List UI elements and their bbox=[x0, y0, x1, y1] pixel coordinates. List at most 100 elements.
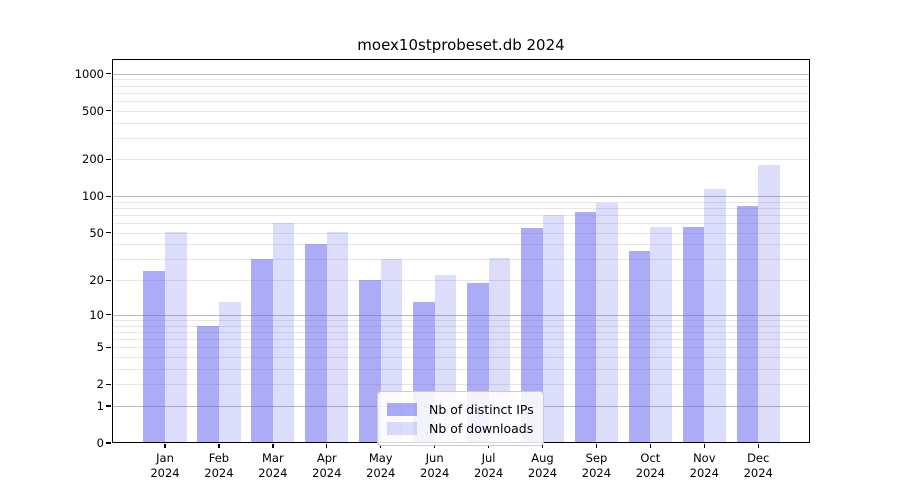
x-tick-nov bbox=[703, 444, 705, 448]
bar-nb-of-distinct-ips-apr bbox=[305, 244, 327, 443]
bar-nb-of-distinct-ips-may bbox=[359, 280, 381, 443]
bar-nb-of-downloads-dec bbox=[758, 164, 780, 443]
gridline-minor-9 bbox=[112, 319, 810, 321]
y-tick-5 bbox=[106, 346, 111, 348]
gridline-minor-3 bbox=[112, 368, 810, 370]
x-tick-may bbox=[380, 444, 382, 448]
legend: Nb of distinct IPs Nb of downloads bbox=[377, 391, 544, 446]
y-label-10: 10 bbox=[89, 307, 104, 322]
x-tick-oct bbox=[649, 444, 652, 448]
gridline-minor-20 bbox=[112, 280, 810, 282]
y-label-20: 20 bbox=[89, 273, 104, 288]
x-tick-mar bbox=[272, 444, 274, 448]
y-label-1: 1 bbox=[96, 398, 104, 413]
gridline-minor-800 bbox=[112, 85, 810, 87]
y-label-0: 0 bbox=[96, 436, 104, 450]
y-tick-200 bbox=[106, 158, 111, 161]
bar-nb-of-downloads-sep bbox=[596, 203, 619, 443]
y-label-50: 50 bbox=[89, 225, 104, 240]
x-tick-jan bbox=[164, 444, 166, 448]
y-tick-500 bbox=[106, 109, 111, 112]
y-tick-20 bbox=[106, 279, 111, 281]
y-tick-2 bbox=[106, 383, 111, 385]
y-tick-100 bbox=[106, 195, 111, 197]
gridline-minor-30 bbox=[112, 259, 810, 261]
y-label-200: 200 bbox=[82, 152, 104, 167]
gridline-minor-200 bbox=[112, 159, 810, 161]
bar-nb-of-downloads-oct bbox=[650, 226, 672, 443]
gridline-minor-90 bbox=[112, 201, 810, 203]
x-label-dec: Dec 2024 bbox=[743, 451, 773, 480]
bar-nb-of-distinct-ips-sep bbox=[574, 212, 597, 443]
gridline-minor-7 bbox=[112, 331, 810, 333]
x-label-feb: Feb 2024 bbox=[204, 451, 234, 480]
legend-swatch-downloads bbox=[387, 421, 417, 435]
bar-nb-of-downloads-nov bbox=[704, 188, 726, 443]
y-tick-1000 bbox=[106, 72, 111, 75]
gridline-minor-40 bbox=[112, 244, 810, 246]
y-label-5: 5 bbox=[96, 340, 104, 355]
x-tick-apr bbox=[326, 444, 328, 448]
x-label-jun: Jun 2024 bbox=[420, 451, 450, 480]
y-tick-10 bbox=[106, 314, 111, 316]
bar-nb-of-distinct-ips-jan bbox=[143, 270, 165, 443]
bar-nb-of-distinct-ips-nov bbox=[682, 226, 705, 443]
bar-nb-of-downloads-aug bbox=[542, 215, 565, 443]
bar-nb-of-distinct-ips-feb bbox=[197, 325, 219, 443]
x-label-oct: Oct 2024 bbox=[635, 451, 665, 480]
x-label-sep: Sep 2024 bbox=[581, 451, 612, 480]
gridline-major-1000 bbox=[112, 73, 810, 75]
legend-label-downloads: Nb of downloads bbox=[429, 420, 534, 436]
legend-item-downloads: Nb of downloads bbox=[387, 419, 534, 437]
x-label-jul: Jul 2024 bbox=[473, 451, 504, 480]
gridline-minor-60 bbox=[112, 223, 810, 225]
x-tick-jul bbox=[487, 444, 490, 448]
gridline-minor-500 bbox=[112, 110, 810, 112]
bar-nb-of-distinct-ips-oct bbox=[628, 251, 651, 443]
gridline-minor-4 bbox=[112, 356, 810, 358]
gridline-major-10 bbox=[112, 314, 810, 316]
y-label-1000: 1000 bbox=[74, 66, 104, 81]
y-tick-0 bbox=[106, 442, 111, 444]
x-tick-aug bbox=[541, 444, 544, 448]
gridline-minor-6 bbox=[112, 338, 810, 340]
bar-nb-of-downloads-feb bbox=[218, 301, 241, 443]
bar-nb-of-distinct-ips-dec bbox=[736, 205, 759, 443]
gridline-major-100 bbox=[112, 196, 810, 198]
x-label-may: May 2024 bbox=[366, 451, 396, 480]
legend-label-distinct-ips: Nb of distinct IPs bbox=[429, 401, 534, 417]
bar-nb-of-distinct-ips-aug bbox=[520, 227, 543, 443]
gridline-minor-600 bbox=[112, 100, 810, 102]
chart-title: moex10stprobeset.db 2024 bbox=[357, 36, 565, 54]
bar-nb-of-distinct-ips-mar bbox=[251, 259, 273, 443]
x-tick-feb bbox=[218, 444, 220, 448]
bar-nb-of-downloads-apr bbox=[326, 231, 349, 443]
plot-area bbox=[112, 59, 810, 443]
x-label-aug: Aug 2024 bbox=[527, 451, 558, 480]
y-label-100: 100 bbox=[82, 189, 104, 204]
gridline-minor-80 bbox=[112, 208, 810, 210]
legend-swatch-distinct-ips bbox=[387, 402, 417, 416]
legend-item-distinct-ips: Nb of distinct IPs bbox=[387, 400, 534, 418]
gridline-minor-50 bbox=[112, 232, 810, 234]
gridline-minor-300 bbox=[112, 137, 810, 139]
bar-nb-of-downloads-mar bbox=[272, 223, 295, 443]
gridline-minor-900 bbox=[112, 79, 810, 81]
x-label-mar: Mar 2024 bbox=[258, 451, 288, 480]
gridline-minor-70 bbox=[112, 215, 810, 217]
x-tick-jun bbox=[433, 444, 436, 448]
x-label-nov: Nov 2024 bbox=[689, 451, 719, 480]
gridline-minor-2 bbox=[112, 384, 810, 386]
gridline-minor-5 bbox=[112, 347, 810, 349]
x-tick-dec bbox=[757, 444, 759, 448]
bar-nb-of-downloads-jan bbox=[165, 231, 187, 443]
gridline-minor-8 bbox=[112, 325, 810, 327]
y-tick-50 bbox=[106, 232, 111, 234]
gridline-minor-400 bbox=[112, 122, 810, 124]
x-tick-sep bbox=[595, 444, 598, 448]
y-label-2: 2 bbox=[96, 377, 104, 392]
y-tick-1 bbox=[106, 405, 111, 407]
y-label-500: 500 bbox=[82, 103, 104, 118]
x-label-jan: Jan 2024 bbox=[150, 451, 180, 480]
